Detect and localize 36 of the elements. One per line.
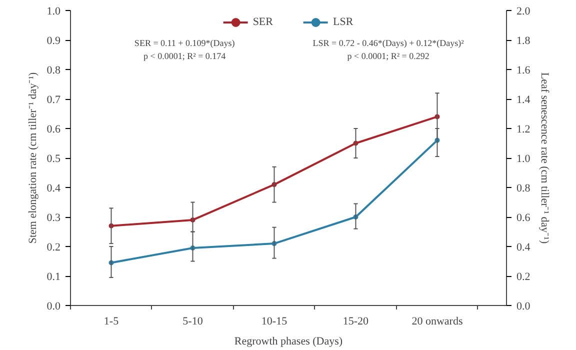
y-tick-label: 0.2 xyxy=(46,242,60,254)
y2-tick-label: 1.0 xyxy=(516,153,531,165)
y-tick-label: 0.1 xyxy=(46,271,60,283)
y2-tick-label: 1.4 xyxy=(516,94,531,106)
y2-tick-label: 0.2 xyxy=(516,271,530,283)
x-tick-label: 15-20 xyxy=(342,316,370,328)
y2-tick-label: 0.8 xyxy=(516,182,531,194)
x-tick-label: 5-10 xyxy=(182,316,204,328)
y2-tick-label: 0.4 xyxy=(516,242,531,254)
y-tick-label: 0.4 xyxy=(46,182,61,194)
annotation: p < 0.0001; R² = 0.174 xyxy=(144,51,226,62)
y2-axis-title: Leaf senescence rate (cm tiller⁻¹ day⁻¹) xyxy=(538,72,550,244)
y-tick-label: 0.9 xyxy=(46,35,61,47)
y-tick-label: 0.0 xyxy=(46,300,61,312)
y-tick-label: 0.3 xyxy=(46,212,61,224)
annotation: LSR = 0.72 - 0.46*(Days) + 0.12*(Days)² xyxy=(312,38,464,48)
y2-tick-label: 1.8 xyxy=(516,35,531,47)
x-tick-label: 20 onwards xyxy=(412,316,463,328)
y2-tick-label: 2.0 xyxy=(516,6,531,18)
x-tick-label: 10-15 xyxy=(261,316,288,328)
y-axis-title: Stem elongation rate (cm tiller⁻¹ day⁻¹) xyxy=(26,72,39,244)
y2-tick-label: 1.6 xyxy=(516,64,531,76)
y-tick-label: 0.5 xyxy=(46,153,61,165)
legend-label: SER xyxy=(252,16,273,28)
x-axis-title: Regrowth phases (Days) xyxy=(234,336,343,348)
y-tick-label: 0.6 xyxy=(46,124,61,136)
annotation: SER = 0.11 + 0.109*(Days) xyxy=(134,38,235,48)
y2-tick-label: 0.0 xyxy=(516,300,531,312)
y2-tick-label: 1.2 xyxy=(516,124,530,136)
y-tick-label: 0.7 xyxy=(46,94,61,106)
y-tick-label: 1.0 xyxy=(46,6,61,18)
y-tick-label: 0.8 xyxy=(46,64,61,76)
y2-tick-label: 0.6 xyxy=(516,212,531,224)
x-tick-label: 1-5 xyxy=(104,316,120,328)
legend-label: LSR xyxy=(333,16,354,28)
annotation: p < 0.0001; R² = 0.292 xyxy=(347,51,430,62)
